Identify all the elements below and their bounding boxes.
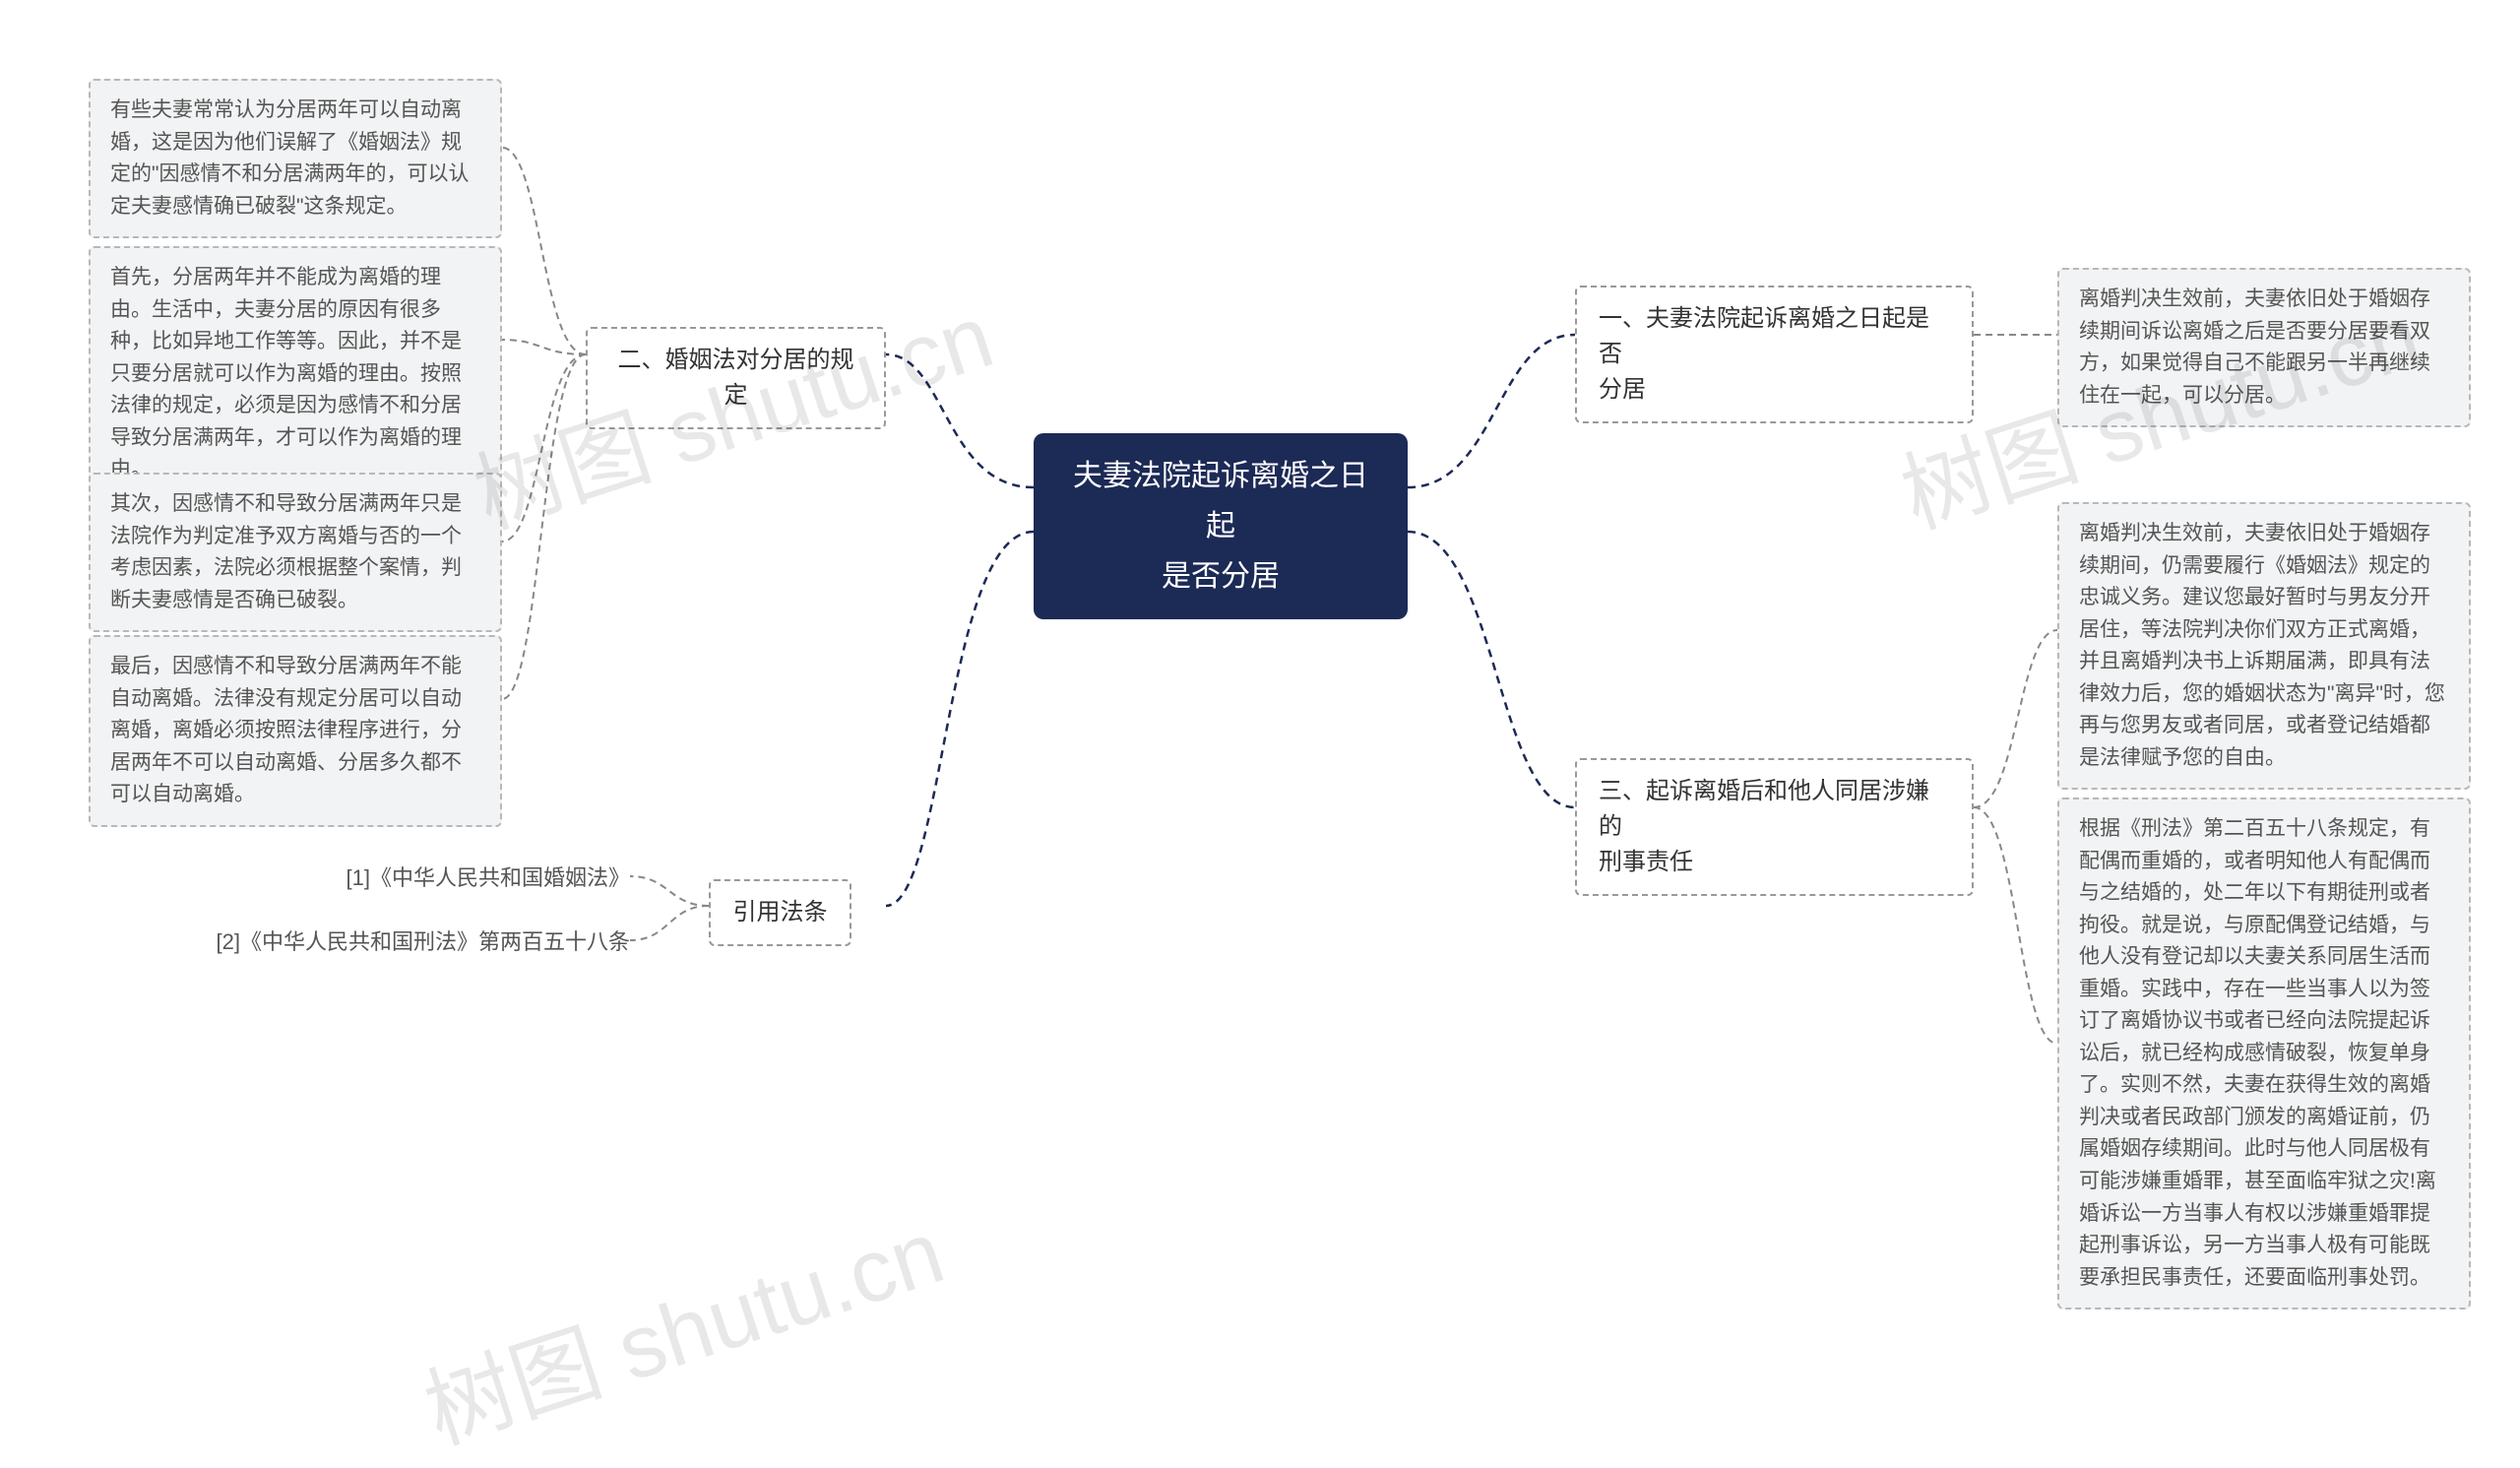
- leaf-r3-1-text: 离婚判决生效前，夫妻依旧处于婚姻存续期间，仍需要履行《婚姻法》规定的忠诚义务。建…: [2079, 522, 2445, 769]
- leaf-ref-1-text: [1]《中华人民共和国婚姻法》: [346, 865, 630, 890]
- branch-right-3-line2: 刑事责任: [1599, 845, 1950, 880]
- leaf-l2-3-text: 其次，因感情不和导致分居满两年只是法院作为判定准予双方离婚与否的一个考虑因素，法…: [110, 492, 462, 611]
- watermark-3: 树图 shutu.cn: [407, 1181, 957, 1468]
- leaf-ref-2[interactable]: [2]《中华人民共和国刑法》第两百五十八条: [207, 925, 630, 958]
- root-line2: 是否分居: [1063, 551, 1378, 602]
- branch-left-2[interactable]: 二、婚姻法对分居的规定: [586, 327, 886, 429]
- branch-right-1-line1: 一、夫妻法院起诉离婚之日起是否: [1599, 301, 1950, 372]
- branch-right-3-line1: 三、起诉离婚后和他人同居涉嫌的: [1599, 774, 1950, 845]
- leaf-l2-1[interactable]: 有些夫妻常常认为分居两年可以自动离婚，这是因为他们误解了《婚姻法》规定的"因感情…: [89, 79, 502, 238]
- branch-left-ref[interactable]: 引用法条: [709, 879, 851, 946]
- branch-left-2-label: 二、婚姻法对分居的规定: [618, 347, 854, 409]
- leaf-r1-1[interactable]: 离婚判决生效前，夫妻依旧处于婚姻存续期间诉讼离婚之后是否要分居要看双方，如果觉得…: [2057, 268, 2471, 427]
- leaf-l2-3[interactable]: 其次，因感情不和导致分居满两年只是法院作为判定准予双方离婚与否的一个考虑因素，法…: [89, 473, 502, 632]
- branch-right-3[interactable]: 三、起诉离婚后和他人同居涉嫌的 刑事责任: [1575, 758, 1974, 896]
- leaf-ref-2-text: [2]《中华人民共和国刑法》第两百五十八条: [217, 929, 630, 954]
- leaf-r1-1-text: 离婚判决生效前，夫妻依旧处于婚姻存续期间诉讼离婚之后是否要分居要看双方，如果觉得…: [2079, 287, 2430, 407]
- leaf-ref-1[interactable]: [1]《中华人民共和国婚姻法》: [315, 862, 630, 894]
- leaf-l2-2[interactable]: 首先，分居两年并不能成为离婚的理由。生活中，夫妻分居的原因有很多种，比如异地工作…: [89, 246, 502, 502]
- mindmap-canvas: 夫妻法院起诉离婚之日起 是否分居 一、夫妻法院起诉离婚之日起是否 分居 离婚判决…: [0, 0, 2520, 1352]
- branch-right-1[interactable]: 一、夫妻法院起诉离婚之日起是否 分居: [1575, 286, 1974, 423]
- leaf-l2-4[interactable]: 最后，因感情不和导致分居满两年不能自动离婚。法律没有规定分居可以自动离婚，离婚必…: [89, 635, 502, 827]
- leaf-r3-2-text: 根据《刑法》第二百五十八条规定，有配偶而重婚的，或者明知他人有配偶而与之结婚的，…: [2079, 817, 2436, 1289]
- branch-left-ref-label: 引用法条: [733, 899, 828, 925]
- root-node[interactable]: 夫妻法院起诉离婚之日起 是否分居: [1034, 433, 1408, 619]
- leaf-r3-2[interactable]: 根据《刑法》第二百五十八条规定，有配偶而重婚的，或者明知他人有配偶而与之结婚的，…: [2057, 798, 2471, 1309]
- root-line1: 夫妻法院起诉离婚之日起: [1063, 451, 1378, 551]
- leaf-l2-4-text: 最后，因感情不和导致分居满两年不能自动离婚。法律没有规定分居可以自动离婚，离婚必…: [110, 655, 462, 805]
- leaf-l2-1-text: 有些夫妻常常认为分居两年可以自动离婚，这是因为他们误解了《婚姻法》规定的"因感情…: [110, 98, 469, 218]
- leaf-l2-2-text: 首先，分居两年并不能成为离婚的理由。生活中，夫妻分居的原因有很多种，比如异地工作…: [110, 266, 462, 480]
- branch-right-1-line2: 分居: [1599, 372, 1950, 408]
- leaf-r3-1[interactable]: 离婚判决生效前，夫妻依旧处于婚姻存续期间，仍需要履行《婚姻法》规定的忠诚义务。建…: [2057, 502, 2471, 790]
